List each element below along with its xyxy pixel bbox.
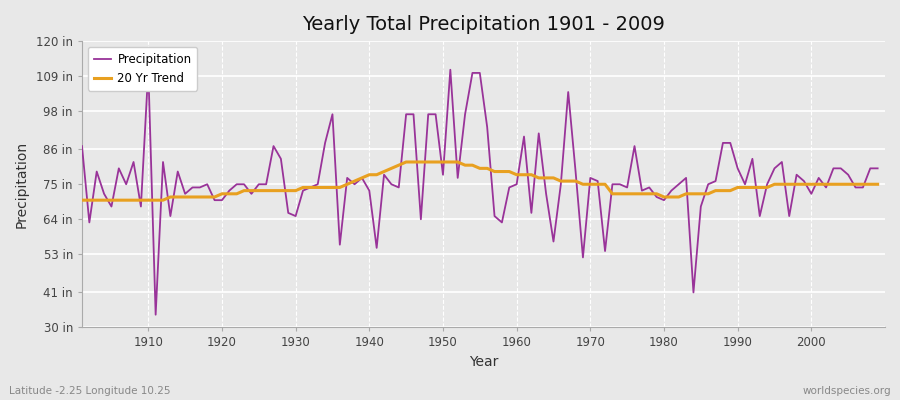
Precipitation [872,166,883,171]
Text: Latitude -2.25 Longitude 10.25: Latitude -2.25 Longitude 10.25 [9,386,170,396]
20 Yr Trend [518,172,529,177]
20 Yr Trend [511,172,522,177]
Legend: Precipitation, 20 Yr Trend: Precipitation, 20 Yr Trend [88,47,197,91]
20 Yr Trend [342,182,353,187]
Precipitation [526,210,536,215]
Precipitation [356,176,367,180]
20 Yr Trend [136,198,147,202]
20 Yr Trend [76,198,87,202]
Line: 20 Yr Trend: 20 Yr Trend [82,162,878,200]
Precipitation [615,182,626,187]
Precipitation [150,312,161,317]
Precipitation [76,144,87,148]
20 Yr Trend [298,185,309,190]
20 Yr Trend [607,192,617,196]
Precipitation [312,182,323,187]
20 Yr Trend [400,160,411,164]
X-axis label: Year: Year [469,355,499,369]
Text: worldspecies.org: worldspecies.org [803,386,891,396]
Title: Yearly Total Precipitation 1901 - 2009: Yearly Total Precipitation 1901 - 2009 [302,15,665,34]
Line: Precipitation: Precipitation [82,70,878,315]
Precipitation [518,134,529,139]
Y-axis label: Precipitation: Precipitation [15,141,29,228]
20 Yr Trend [872,182,883,187]
Precipitation [136,204,147,209]
Precipitation [143,67,154,72]
